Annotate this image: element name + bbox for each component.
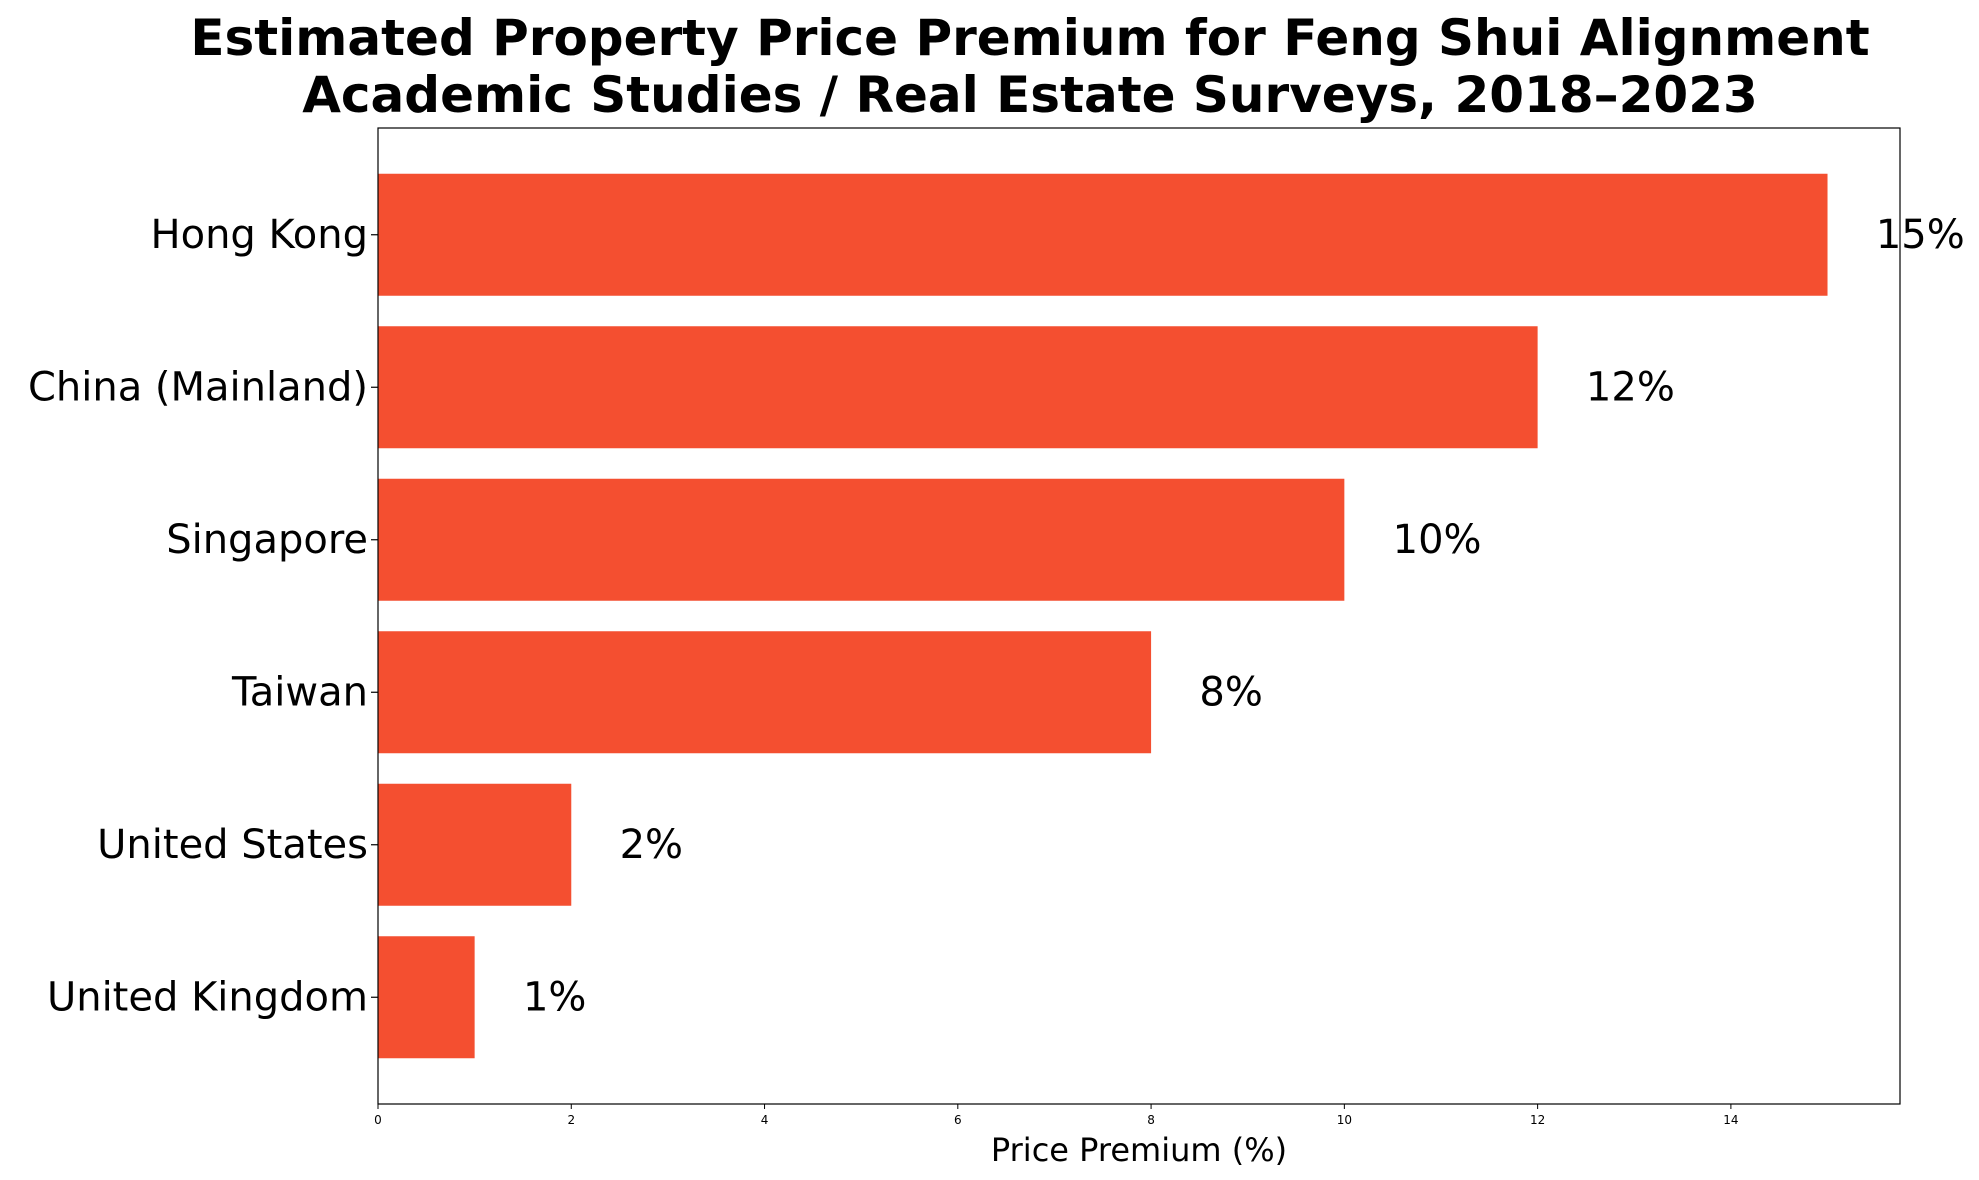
value-label-china-mainland: 12% <box>1586 364 1675 410</box>
bar-united-states <box>378 783 572 906</box>
x-axis-ticks: 0 2 4 6 8 10 12 14 <box>374 1104 1739 1127</box>
x-tick-label-4: 4 <box>761 1113 769 1127</box>
x-tick-label-10: 10 <box>1337 1113 1352 1127</box>
x-tick-label-8: 8 <box>1147 1113 1155 1127</box>
bar-singapore <box>378 478 1345 601</box>
chart-title-line-1: Estimated Property Price Premium for Fen… <box>190 9 1869 67</box>
plot-area-frame <box>377 127 1901 1105</box>
category-label-china-mainland: China (Mainland) <box>28 364 368 410</box>
bar-china-mainland <box>378 326 1538 449</box>
chart-title: Estimated Property Price Premium for Fen… <box>190 9 1869 124</box>
bars-layer <box>378 173 1828 1059</box>
category-label-taiwan: Taiwan <box>231 669 368 715</box>
bar-taiwan <box>378 631 1152 754</box>
category-label-united-states: United States <box>97 822 368 868</box>
category-label-hong-kong: Hong Kong <box>151 212 368 258</box>
value-label-united-states: 2% <box>620 822 683 868</box>
x-tick-label-2: 2 <box>567 1113 575 1127</box>
value-label-taiwan: 8% <box>1199 669 1262 715</box>
value-label-united-kingdom: 1% <box>523 974 586 1020</box>
bar-united-kingdom <box>378 936 475 1059</box>
x-tick-label-14: 14 <box>1723 1113 1738 1127</box>
value-labels-layer: 15% 12% 10% 8% 2% 1% <box>523 212 1965 1021</box>
x-tick-label-12: 12 <box>1530 1113 1545 1127</box>
value-label-hong-kong: 15% <box>1876 212 1965 258</box>
x-tick-label-0: 0 <box>374 1113 382 1127</box>
y-axis-category-labels: Hong Kong China (Mainland) Singapore Taiwan… <box>28 212 378 1020</box>
x-axis-label: Price Premium (%) <box>991 1131 1287 1169</box>
chart-title-line-2: Academic Studies / Real Estate Surveys, … <box>302 66 1758 124</box>
category-label-united-kingdom: United Kingdom <box>47 974 368 1020</box>
value-label-singapore: 10% <box>1393 517 1482 563</box>
category-label-singapore: Singapore <box>166 517 368 563</box>
bar-hong-kong <box>378 173 1828 296</box>
x-tick-label-6: 6 <box>954 1113 962 1127</box>
